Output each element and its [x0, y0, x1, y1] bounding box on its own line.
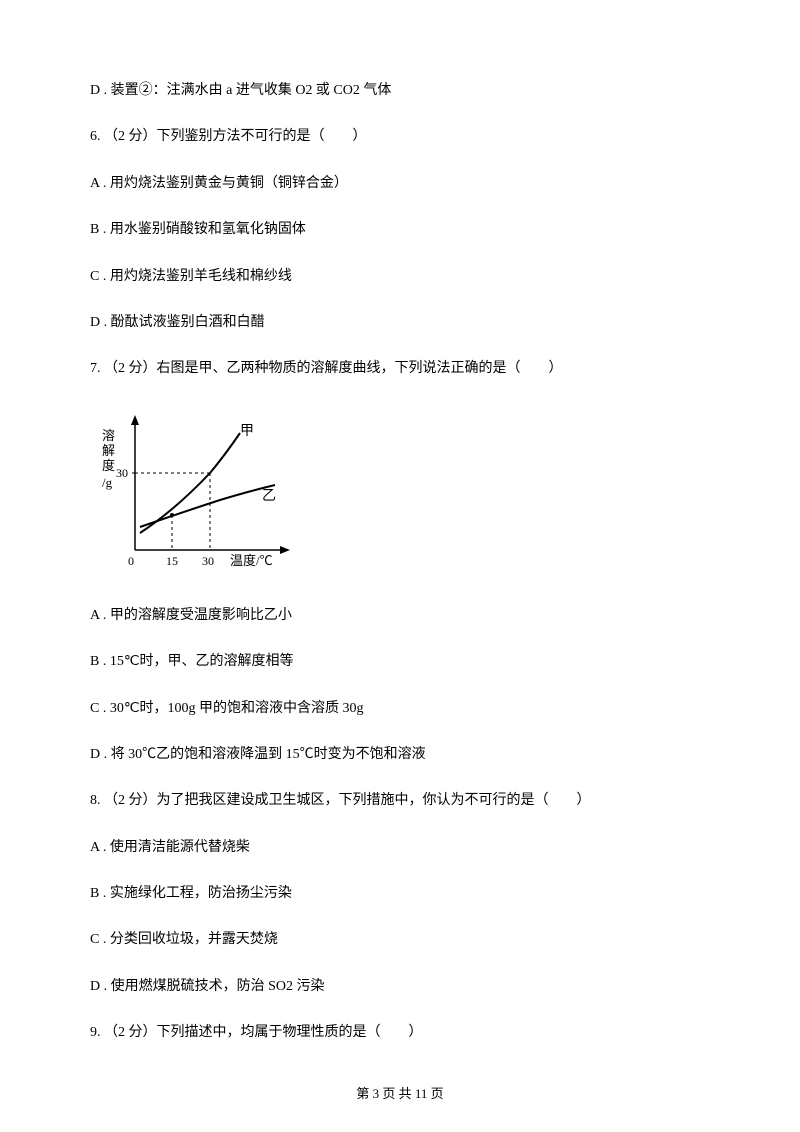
series-jia-label: 甲	[240, 424, 254, 439]
option-b-q7: B . 15℃时，甲、乙的溶解度相等	[90, 651, 710, 673]
intersection-point	[170, 513, 174, 517]
question-9: 9. （2 分）下列描述中，均属于物理性质的是（ ）	[90, 1022, 710, 1044]
option-b-q6: B . 用水鉴别硝酸铵和氢氧化钠固体	[90, 219, 710, 241]
question-6: 6. （2 分）下列鉴别方法不可行的是（ ）	[90, 126, 710, 148]
question-8: 8. （2 分）为了把我区建设成卫生城区，下列措施中，你认为不可行的是（ ）	[90, 790, 710, 812]
solubility-chart: 溶 解 度 /g 30 0 15 30 温度/℃ 甲 乙	[90, 405, 310, 585]
y-axis-label-1: 溶	[102, 428, 115, 443]
question-7: 7. （2 分）右图是甲、乙两种物质的溶解度曲线，下列说法正确的是（ ）	[90, 358, 710, 380]
option-d-q7: D . 将 30℃乙的饱和溶液降温到 15℃时变为不饱和溶液	[90, 744, 710, 766]
option-b-q8: B . 实施绿化工程，防治扬尘污染	[90, 883, 710, 905]
option-a-q8: A . 使用清洁能源代替烧柴	[90, 837, 710, 859]
series-yi-label: 乙	[262, 488, 276, 504]
x-tick-15: 15	[166, 554, 178, 568]
option-d-q6: D . 酚酞试液鉴别白酒和白醋	[90, 312, 710, 334]
page-footer: 第 3 页 共 11 页	[0, 1083, 800, 1102]
curve-jia	[140, 433, 240, 533]
option-d-q8: D . 使用燃煤脱硫技术，防治 SO2 污染	[90, 976, 710, 998]
y-tick-30: 30	[116, 466, 128, 480]
option-c-q8: C . 分类回收垃圾，并露天焚烧	[90, 929, 710, 951]
option-c-q7: C . 30℃时，100g 甲的饱和溶液中含溶质 30g	[90, 698, 710, 720]
option-c-q6: C . 用灼烧法鉴别羊毛线和棉纱线	[90, 266, 710, 288]
x-tick-30: 30	[202, 554, 214, 568]
option-a-q6: A . 用灼烧法鉴别黄金与黄铜（铜锌合金）	[90, 173, 710, 195]
x-axis-label: 温度/℃	[230, 553, 273, 568]
y-axis-label-2: 解	[102, 443, 115, 458]
y-axis-label-4: /g	[102, 475, 113, 490]
option-d-q5: D . 装置②：注满水由 a 进气收集 O2 或 CO2 气体	[90, 80, 710, 102]
option-a-q7: A . 甲的溶解度受温度影响比乙小	[90, 605, 710, 627]
curve-yi	[140, 485, 275, 527]
origin-label: 0	[128, 554, 134, 568]
y-axis-label-3: 度	[102, 458, 115, 473]
